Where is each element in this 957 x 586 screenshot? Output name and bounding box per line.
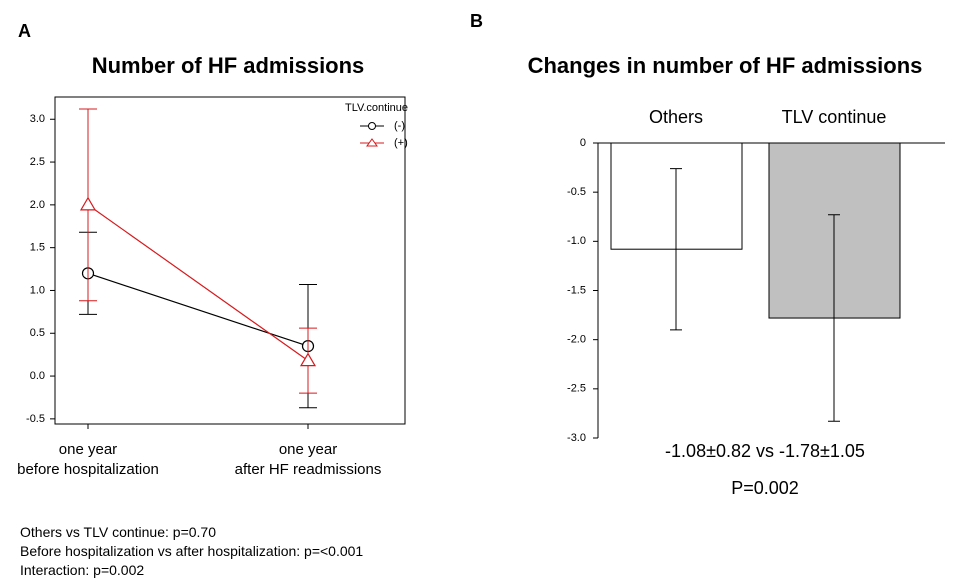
marker [79, 196, 97, 211]
y-tick-label: 1.5 [30, 242, 45, 254]
category-label: Others [649, 107, 703, 127]
panel-label: A [18, 21, 31, 41]
legend-marker [368, 122, 376, 130]
error-bar [670, 168, 682, 331]
series-line [87, 272, 309, 347]
legend-label: (+) [394, 137, 408, 149]
y-tick-label: -1.5 [567, 284, 586, 296]
y-tick-label: 1.0 [30, 284, 45, 296]
plot-frame [54, 96, 406, 425]
y-tick-label: -1.0 [567, 235, 586, 247]
y-tick-label: 0 [580, 137, 586, 149]
y-tick-label: -0.5 [26, 413, 45, 425]
y-tick-label: -2.0 [567, 334, 586, 346]
note: Others vs TLV continue: p=0.70 [20, 524, 216, 540]
chart-title: Number of HF admissions [92, 53, 365, 78]
legend-marker [366, 138, 378, 147]
y-tick-label: 3.0 [30, 113, 45, 125]
y-tick-label: -0.5 [567, 186, 586, 198]
panel-label: B [470, 11, 483, 31]
note: Interaction: p=0.002 [20, 562, 145, 578]
chart-title: Changes in number of HF admissions [528, 53, 923, 78]
error-bar [828, 214, 840, 422]
legend-label: (-) [394, 120, 405, 132]
legend-title: TLV.continue [345, 102, 408, 114]
series-line [87, 204, 309, 362]
category-label: TLV continue [782, 107, 887, 127]
y-tick-label: 0.5 [30, 327, 45, 339]
y-tick-label: -3.0 [567, 432, 586, 444]
y-tick-label: 0.0 [30, 370, 45, 382]
y-tick-label: -2.5 [567, 383, 586, 395]
y-tick-label: 2.0 [30, 199, 45, 211]
annotation: -1.08±0.82 vs -1.78±1.05 [665, 441, 865, 461]
note: Before hospitalization vs after hospital… [20, 543, 364, 559]
y-tick-label: 2.5 [30, 156, 45, 168]
x-tick-label: one year before hospitalization [17, 441, 159, 478]
marker [299, 352, 317, 367]
x-tick-label: one year after HF readmissions [234, 441, 382, 478]
annotation: P=0.002 [731, 478, 799, 498]
